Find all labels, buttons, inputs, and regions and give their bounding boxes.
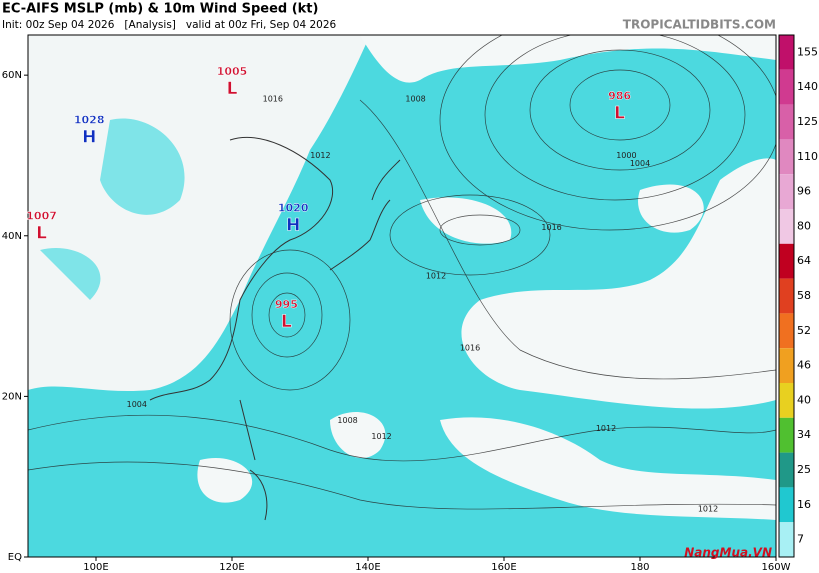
colorbar-segment <box>779 35 794 70</box>
isobar-label: 1000 <box>616 151 636 160</box>
isobar-label: 1012 <box>310 151 330 160</box>
colorbar-segment <box>779 522 794 557</box>
colorbar-segment <box>779 174 794 209</box>
center-symbol: L <box>281 312 292 332</box>
title: EC-AIFS MSLP (mb) & 10m Wind Speed (kt) <box>2 2 318 17</box>
center-symbol: H <box>82 127 96 147</box>
lon-label: 160E <box>491 562 516 573</box>
colorbar-label: 16 <box>797 498 811 511</box>
colorbar-segment <box>779 487 794 523</box>
lon-label: 160W <box>762 562 791 573</box>
center-symbol: L <box>614 103 625 123</box>
colorbar-segment <box>779 139 794 175</box>
colorbar-segment <box>779 104 794 140</box>
colorbar-label: 7 <box>797 533 804 546</box>
center-value: 986 <box>608 89 631 102</box>
colorbar-label: 25 <box>797 463 811 476</box>
center-symbol: H <box>286 216 300 236</box>
colorbar-segment <box>779 243 794 279</box>
isobar-label: 1012 <box>596 424 616 433</box>
center-symbol: L <box>227 79 238 99</box>
colorbar-label: 34 <box>797 428 811 441</box>
map-frame <box>27 34 777 558</box>
isobar-label: 1004 <box>127 400 147 409</box>
lon-label: 140E <box>355 562 380 573</box>
lat-label: EQ <box>8 552 22 563</box>
watermark: NangMua.VN <box>684 546 772 560</box>
colorbar-frame <box>778 34 795 558</box>
isobar-label: 1016 <box>460 344 480 353</box>
isobar-label: 1016 <box>263 95 283 104</box>
lon-label: 180 <box>630 562 649 573</box>
center-symbol: L <box>36 224 47 244</box>
isobar-label: 1016 <box>541 223 561 232</box>
colorbar-label: 52 <box>797 324 811 337</box>
map-background <box>28 35 776 557</box>
colorbar-label: 58 <box>797 289 811 302</box>
colorbar-segment <box>779 209 794 244</box>
center-value: 995 <box>275 298 298 311</box>
colorbar-segment <box>779 69 794 105</box>
colorbar-segment <box>779 452 794 488</box>
subtitle: Init: 00z Sep 04 2026 [Analysis] valid a… <box>2 19 337 31</box>
colorbar-label: 40 <box>797 393 811 406</box>
colorbar-label: 155 <box>797 45 818 58</box>
isobar-label: 1004 <box>630 159 650 168</box>
isobar-label: 1008 <box>337 416 357 425</box>
colorbar-label: 46 <box>797 359 811 372</box>
lon-label: 120E <box>219 562 244 573</box>
colorbar-segment <box>779 348 794 383</box>
center-value: 1020 <box>278 202 309 215</box>
center-value: 1007 <box>26 210 57 223</box>
isobar-label: 1012 <box>698 504 718 513</box>
lat-label: 60N <box>2 70 22 81</box>
isobar-label: 1012 <box>371 432 391 441</box>
source: TROPICALTIDBITS.COM <box>623 18 776 32</box>
isobar-label: 1012 <box>426 271 446 280</box>
isobar-label: 1008 <box>405 95 425 104</box>
colorbar-segment <box>779 383 794 418</box>
colorbar-label: 96 <box>797 185 811 198</box>
colorbar-label: 125 <box>797 115 818 128</box>
colorbar-segment <box>779 417 794 453</box>
colorbar-segment <box>779 313 794 349</box>
center-value: 1028 <box>74 113 105 126</box>
colorbar-label: 110 <box>797 150 818 163</box>
colorbar-segment <box>779 278 794 314</box>
center-value: 1005 <box>217 65 248 78</box>
colorbar-label: 140 <box>797 80 818 93</box>
lon-label: 100E <box>83 562 108 573</box>
colorbar-label: 64 <box>797 254 811 267</box>
lat-label: 40N <box>2 231 22 242</box>
lat-label: 20N <box>2 391 22 402</box>
colorbar-label: 80 <box>797 219 811 232</box>
